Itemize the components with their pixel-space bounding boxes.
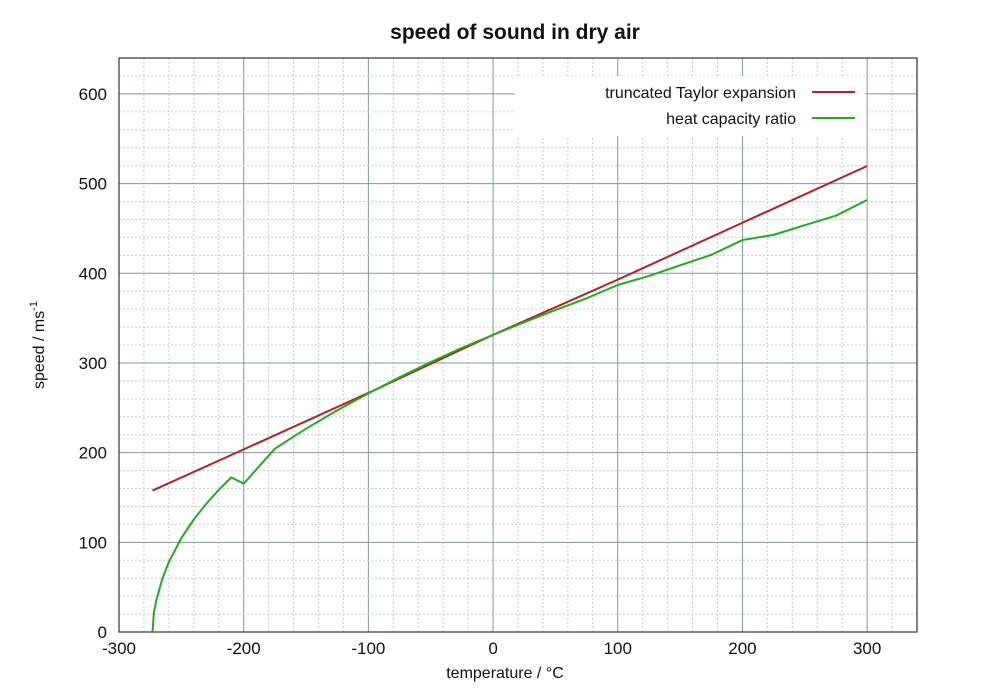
grid [118, 57, 918, 633]
y-tick-label: 500 [79, 175, 107, 194]
x-tick-label: 200 [728, 639, 756, 658]
y-axis-title: speed / ms-1 [28, 301, 48, 389]
series-layer [151, 165, 868, 633]
x-tick-label: 300 [853, 639, 881, 658]
y-tick-label: 600 [79, 85, 107, 104]
plot-frame [118, 57, 918, 633]
y-axis-title-main: speed / ms [31, 311, 48, 389]
legend: truncated Taylor expansion heat capacity… [515, 76, 865, 136]
series-line-heat-capacity [151, 199, 868, 633]
x-tick-label: 100 [604, 639, 632, 658]
x-tick-label: -200 [227, 639, 261, 658]
legend-label-taylor: truncated Taylor expansion [605, 85, 796, 102]
y-axis-title-superscript: -1 [28, 301, 40, 311]
legend-label-heat-capacity: heat capacity ratio [666, 111, 796, 128]
y-tick-label: 300 [79, 354, 107, 373]
x-tick-label: -300 [102, 639, 136, 658]
tick-labels: -300 -200 -100 0 100 200 300 0 100 200 300 400 500 60… [79, 85, 882, 658]
y-tick-label: 0 [98, 623, 107, 642]
y-tick-label: 400 [79, 264, 107, 283]
chart-title: speed of sound in dry air [390, 21, 640, 44]
x-tick-label: 0 [488, 639, 497, 658]
x-axis-title: temperature / °C [446, 665, 564, 682]
y-tick-label: 200 [79, 444, 107, 463]
legend-background [515, 76, 865, 136]
y-tick-label: 100 [79, 533, 107, 552]
x-tick-label: -100 [351, 639, 385, 658]
